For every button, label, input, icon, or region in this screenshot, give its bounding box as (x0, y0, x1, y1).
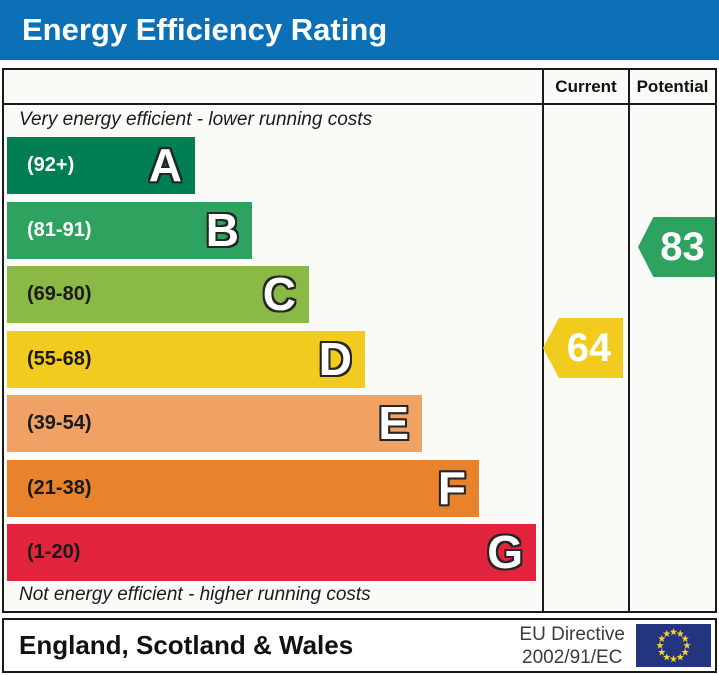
band-letter: D (318, 333, 352, 385)
band-letter: C (262, 268, 296, 320)
potential-rating-value: 83 (660, 224, 705, 269)
rating-band: (81-91) B (7, 202, 252, 259)
rating-band: (55-68) D (7, 331, 365, 388)
eu-directive-line2: 2002/91/EC (522, 647, 623, 668)
band-range-label: (81-91) (27, 219, 92, 241)
current-rating-marker: 64 (543, 318, 623, 378)
page-title: Energy Efficiency Rating (22, 12, 388, 47)
band-letter: B (205, 204, 239, 256)
rating-band: (39-54) E (7, 395, 422, 452)
rating-band: (92+) A (7, 137, 195, 194)
band-letter: A (148, 139, 182, 191)
table-header-row: Current Potential (4, 70, 715, 105)
bottom-note: Not energy efficient - higher running co… (19, 584, 371, 605)
region-label: England, Scotland & Wales (19, 630, 354, 660)
title-bar: Energy Efficiency Rating (0, 0, 719, 60)
band-range-label: (39-54) (27, 412, 92, 434)
top-note: Very energy efficient - lower running co… (19, 109, 373, 130)
current-column-divider (542, 70, 544, 611)
potential-rating-marker: 83 (638, 217, 715, 277)
band-letter: G (487, 526, 523, 578)
band-range-label: (1-20) (27, 541, 81, 563)
eu-directive-line1: EU Directive (519, 624, 625, 645)
band-letter: E (378, 397, 409, 449)
band-range-label: (92+) (27, 154, 75, 176)
current-column-header: Current (555, 77, 617, 96)
rating-band: (1-20) G (7, 524, 536, 581)
current-rating-value: 64 (566, 325, 612, 370)
band-range-label: (69-80) (27, 283, 92, 305)
band-range-label: (55-68) (27, 348, 92, 370)
eu-flag-icon (636, 624, 711, 667)
rating-table: Current Potential Very energy efficient … (2, 68, 717, 613)
eu-directive-label: EU Directive 2002/91/EC (519, 623, 625, 669)
rating-band: (21-38) F (7, 460, 479, 517)
band-letter: F (437, 462, 466, 514)
rating-band: (69-80) C (7, 266, 309, 323)
potential-column-divider (628, 70, 630, 611)
band-range-label: (21-38) (27, 477, 92, 499)
footer-bar: England, Scotland & Wales EU Directive 2… (2, 618, 717, 673)
potential-column-header: Potential (636, 77, 709, 96)
